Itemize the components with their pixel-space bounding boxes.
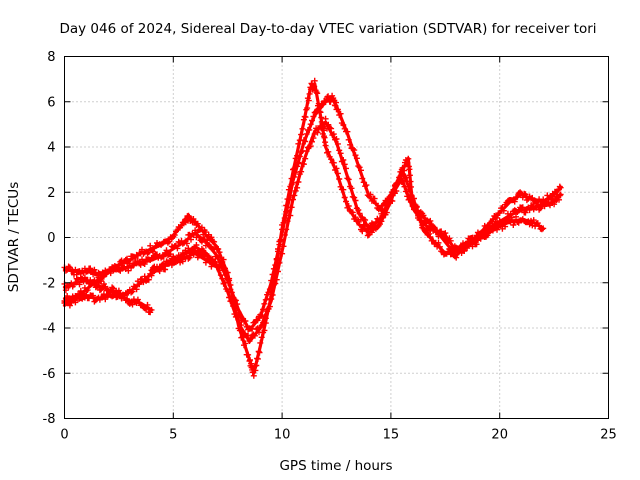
- y-tick-label: 4: [47, 141, 55, 156]
- x-tick-label: 5: [169, 428, 177, 443]
- y-tick-label: 6: [47, 95, 55, 110]
- y-tick-label: -2: [43, 276, 56, 291]
- series-line: [62, 95, 563, 332]
- chart-title: Day 046 of 2024, Sidereal Day-to-day VTE…: [59, 21, 596, 37]
- y-tick-label: 8: [47, 50, 55, 65]
- x-axis-label: GPS time / hours: [279, 458, 392, 474]
- series-point-markers: [148, 115, 547, 344]
- y-tick-label: 2: [47, 186, 55, 201]
- y-tick-label: -8: [43, 412, 56, 427]
- x-tick-label: 15: [383, 428, 400, 443]
- x-tick-label: 20: [491, 428, 508, 443]
- x-tick-label: 0: [60, 428, 68, 443]
- x-tick-label: 25: [600, 428, 617, 443]
- axis-ticks: 0 5 10 15 20 25 -8 -6 -4 -2 0 2 4 6 8: [43, 50, 617, 443]
- y-tick-label: -4: [43, 322, 56, 337]
- series-satellite-5: [148, 115, 547, 344]
- series-point-markers: [61, 92, 564, 333]
- x-tick-label: 10: [274, 428, 291, 443]
- y-tick-label: -6: [43, 367, 56, 382]
- series-layer: [61, 77, 564, 379]
- y-axis-label: SDTVAR / TECUs: [6, 182, 22, 292]
- y-tick-label: 0: [47, 231, 55, 246]
- series-satellite-4: [61, 92, 564, 333]
